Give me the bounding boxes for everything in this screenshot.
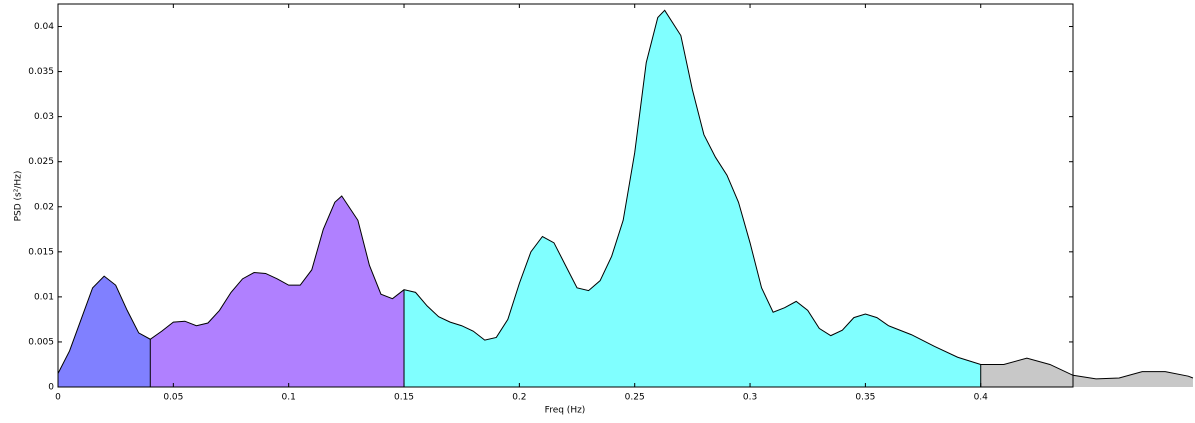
y-tick-label: 0.02 [34,202,54,212]
plot-frame [57,3,1074,388]
band-area [404,10,981,388]
y-tick-label: 0.01 [34,292,54,302]
x-tick-label: 0.15 [394,393,414,403]
band-area [150,195,405,387]
y-tick-label: 0.025 [28,157,54,167]
band-area [980,358,1193,387]
x-tick-label: 0.1 [282,393,296,403]
x-axis-label: Freq (Hz) [545,406,586,416]
x-tick-label: 0.2 [512,393,526,403]
psd-line [57,9,1194,380]
x-tick-label: 0.3 [743,393,757,403]
band-area [58,276,151,387]
y-axis-label: PSD (s²/Hz) [14,171,24,222]
y-tick-label: 0.035 [28,67,54,77]
y-tick-label: 0 [48,383,54,393]
x-tick-label: 0.25 [625,393,645,403]
y-tick-label: 0.04 [34,22,54,32]
x-tick-label: 0.05 [163,393,183,403]
x-tick-label: 0.35 [855,393,875,403]
x-tick-label: 0 [55,393,61,403]
y-tick-label: 0.005 [28,337,54,347]
y-tick-label: 0.03 [34,112,54,122]
y-tick-label: 0.015 [28,247,54,257]
x-tick-label: 0.4 [974,393,989,403]
